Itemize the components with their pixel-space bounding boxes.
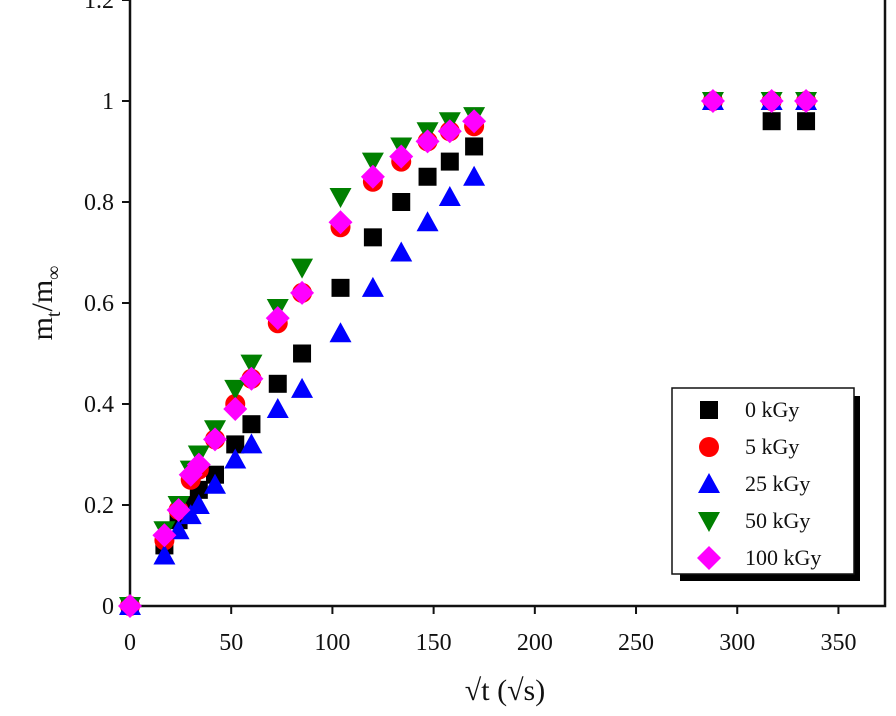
data-point — [363, 228, 382, 247]
y-tick-label: 0.6 — [84, 291, 114, 317]
data-point — [416, 211, 439, 232]
data-point — [268, 374, 287, 393]
data-point — [389, 144, 414, 169]
y-tick-label: 0.2 — [84, 493, 114, 519]
y-tick-label: 1 — [102, 89, 114, 115]
y-axis-label-subscript-infinity: ∞ — [43, 266, 65, 280]
legend-label: 25 kGy — [745, 471, 810, 496]
data-point — [759, 89, 784, 113]
data-point — [152, 523, 177, 548]
x-tick-label: 250 — [618, 630, 654, 656]
data-point — [265, 306, 290, 331]
y-axis-label: mt/m∞ — [26, 266, 65, 341]
legend-marker — [700, 401, 718, 419]
legend-label: 50 kGy — [745, 508, 810, 533]
data-point — [204, 473, 227, 494]
data-point — [166, 498, 191, 523]
data-point — [240, 354, 263, 375]
y-axis-label-subscript-t: t — [43, 311, 65, 317]
data-point — [223, 397, 248, 422]
data-point — [329, 322, 352, 343]
data-point — [291, 377, 314, 398]
x-tick-label: 100 — [314, 630, 350, 656]
data-point — [118, 594, 142, 618]
y-axis-label-main: m — [26, 317, 59, 340]
data-point — [418, 167, 437, 186]
x-tick-label: 150 — [416, 630, 452, 656]
data-point — [203, 427, 228, 452]
data-point — [762, 112, 781, 131]
data-point — [437, 119, 462, 144]
data-point — [187, 494, 210, 514]
data-point — [360, 164, 385, 189]
data-point — [463, 165, 486, 186]
data-point — [240, 433, 263, 454]
data-point — [797, 112, 816, 131]
data-point — [291, 258, 314, 279]
data-point — [438, 185, 461, 206]
data-point — [390, 241, 413, 262]
y-axis-label-separator: /m — [26, 280, 59, 312]
data-point — [328, 210, 353, 235]
data-point — [224, 448, 247, 469]
legend-marker — [698, 512, 720, 532]
series-25-kgy — [119, 90, 818, 615]
data-point — [266, 398, 289, 419]
x-tick-label: 200 — [517, 630, 553, 656]
legend-label: 5 kGy — [745, 434, 799, 459]
x-tick-label: 300 — [719, 630, 755, 656]
y-tick-label: 1.2 — [84, 0, 114, 14]
x-tick-label: 50 — [219, 630, 243, 656]
data-point — [361, 276, 384, 297]
data-point — [239, 366, 264, 391]
legend-marker — [699, 437, 719, 457]
data-point — [415, 129, 440, 154]
series-100-kgy — [118, 89, 819, 618]
data-point — [440, 152, 459, 171]
x-tick-label: 0 — [124, 630, 136, 656]
legend: 0 kGy 5 kGy 25 kGy 50 kGy 100 kGy — [671, 387, 860, 581]
data-point — [462, 109, 487, 134]
data-point — [242, 415, 261, 434]
legend-marker — [697, 546, 721, 570]
x-axis-label: √t (√s) — [465, 674, 545, 707]
data-point — [226, 435, 245, 454]
data-point — [153, 544, 176, 565]
data-point — [794, 89, 819, 113]
legend-marker — [698, 473, 720, 493]
data-point — [392, 193, 411, 211]
axes: 0 50 100 150 200 250 300 350 0 0.2 0.4 0.6 0.8 1 1.2 — [84, 0, 887, 656]
y-tick-label: 0.4 — [84, 392, 114, 418]
data-point — [290, 280, 315, 305]
data-point — [179, 504, 202, 525]
data-points — [118, 89, 819, 618]
data-point — [224, 379, 247, 400]
x-tick-label: 350 — [820, 630, 856, 656]
data-point — [293, 344, 312, 363]
legend-label: 0 kGy — [745, 397, 799, 422]
data-point — [329, 187, 352, 208]
data-point — [186, 452, 211, 477]
data-point — [361, 152, 384, 173]
y-tick-label: 0 — [102, 594, 114, 620]
y-tick-label: 0.8 — [84, 190, 114, 216]
data-point — [465, 137, 484, 156]
legend-label: 100 kGy — [745, 545, 821, 570]
data-point — [700, 89, 725, 113]
data-point — [331, 278, 350, 297]
